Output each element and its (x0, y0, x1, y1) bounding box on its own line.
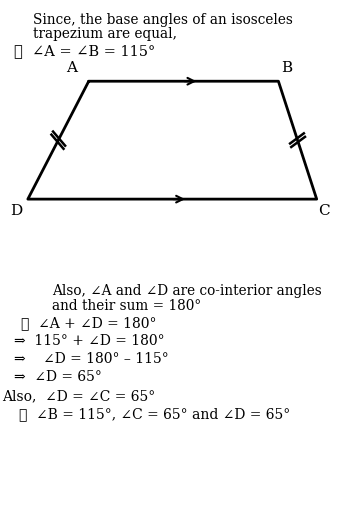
Text: ∴  ∠A = ∠B = 115°: ∴ ∠A = ∠B = 115° (14, 45, 155, 59)
Text: ⇒  ∠D = 65°: ⇒ ∠D = 65° (14, 370, 102, 384)
Text: A: A (66, 61, 77, 75)
Text: and their sum = 180°: and their sum = 180° (52, 299, 201, 313)
Text: B: B (282, 61, 293, 75)
Text: Also, ∠A and ∠D are co-interior angles: Also, ∠A and ∠D are co-interior angles (52, 284, 322, 298)
Text: Also,  ∠D = ∠C = 65°: Also, ∠D = ∠C = 65° (2, 389, 155, 403)
Text: ⇒  115° + ∠D = 180°: ⇒ 115° + ∠D = 180° (14, 334, 165, 348)
Text: trapezium are equal,: trapezium are equal, (33, 27, 177, 41)
Text: C: C (318, 204, 330, 217)
Text: ∴  ∠B = 115°, ∠C = 65° and ∠D = 65°: ∴ ∠B = 115°, ∠C = 65° and ∠D = 65° (19, 408, 290, 422)
Text: Since, the base angles of an isosceles: Since, the base angles of an isosceles (33, 13, 293, 27)
Text: ∴  ∠A + ∠D = 180°: ∴ ∠A + ∠D = 180° (21, 316, 156, 331)
Text: D: D (10, 204, 23, 217)
Text: ⇒    ∠D = 180° – 115°: ⇒ ∠D = 180° – 115° (14, 352, 169, 366)
